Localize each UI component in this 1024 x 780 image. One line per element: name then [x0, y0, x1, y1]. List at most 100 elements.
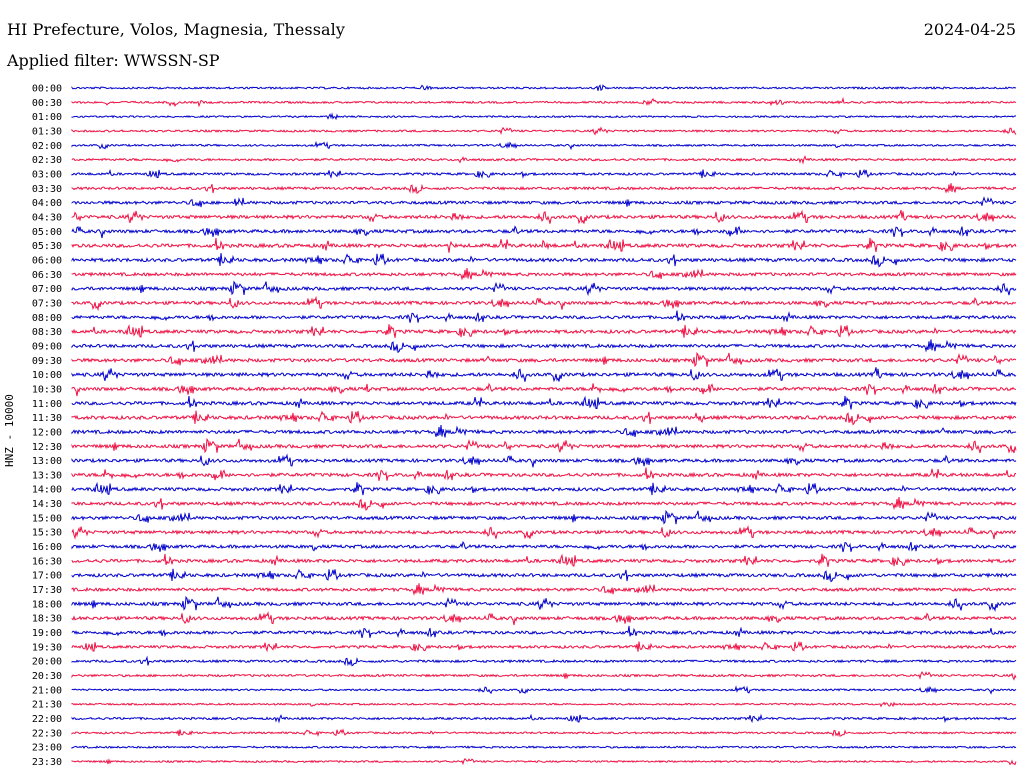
time-label-0630: 06:30	[32, 270, 62, 281]
trace-1930	[71, 640, 1017, 653]
trace-0830	[71, 324, 1017, 338]
time-label-1530: 15:30	[32, 528, 62, 539]
time-label-1930: 19:30	[32, 642, 62, 653]
time-labels: 00:00 00:30 01:00 01:30 02:00 02:30 03:00 03:30…	[32, 84, 62, 769]
time-label-1600: 16:00	[32, 542, 62, 553]
trace-0600	[71, 253, 1017, 268]
time-label-0530: 05:30	[32, 241, 62, 252]
trace-2100	[71, 685, 1017, 695]
trace-1730	[71, 583, 1017, 596]
time-label-0200: 02:00	[32, 141, 62, 152]
time-label-1700: 17:00	[32, 571, 62, 582]
time-label-2100: 21:00	[32, 685, 62, 696]
trace-0230	[71, 155, 1017, 165]
seismic-traces	[71, 84, 1017, 766]
time-label-2230: 22:30	[32, 728, 62, 739]
trace-0030	[71, 96, 1017, 108]
time-label-1730: 17:30	[32, 585, 62, 596]
time-label-1000: 10:00	[32, 370, 62, 381]
trace-1430	[71, 496, 1017, 511]
trace-0500	[71, 225, 1017, 239]
trace-0000	[71, 84, 1017, 91]
trace-2230	[71, 728, 1017, 737]
trace-1130	[71, 410, 1017, 426]
trace-1800	[71, 595, 1017, 613]
time-label-0400: 04:00	[32, 198, 62, 209]
trace-0730	[71, 295, 1017, 312]
trace-1500	[71, 509, 1017, 525]
trace-0200	[71, 140, 1017, 151]
time-label-1300: 13:00	[32, 456, 62, 467]
time-label-0800: 08:00	[32, 313, 62, 324]
time-label-0000: 00:00	[32, 84, 62, 95]
trace-2000	[71, 655, 1017, 667]
time-label-0330: 03:30	[32, 184, 62, 195]
trace-2030	[71, 670, 1017, 681]
trace-0700	[71, 280, 1017, 297]
trace-1000	[71, 367, 1017, 383]
time-label-1900: 19:00	[32, 628, 62, 639]
time-label-2130: 21:30	[32, 700, 62, 711]
time-label-1030: 10:30	[32, 384, 62, 395]
time-label-2030: 20:30	[32, 671, 62, 682]
trace-2130	[71, 701, 1017, 708]
trace-1100	[71, 395, 1017, 410]
trace-1030	[71, 382, 1017, 397]
time-label-0430: 04:30	[32, 212, 62, 223]
time-label-0930: 09:30	[32, 356, 62, 367]
trace-1330	[71, 467, 1016, 481]
time-label-1130: 11:30	[32, 413, 62, 424]
trace-1230	[71, 437, 1017, 454]
trace-1400	[71, 481, 1017, 496]
time-label-1200: 12:00	[32, 427, 62, 438]
trace-0130	[71, 126, 1017, 136]
trace-0300	[71, 168, 1017, 179]
time-label-0830: 08:30	[32, 327, 62, 338]
trace-0330	[71, 183, 1017, 195]
time-label-2300: 23:00	[32, 743, 62, 754]
time-label-2200: 22:00	[32, 714, 62, 725]
time-label-0030: 00:30	[32, 98, 62, 109]
time-label-1400: 14:00	[32, 485, 62, 496]
trace-0930	[71, 351, 1017, 368]
trace-2200	[71, 713, 1017, 724]
time-label-2000: 20:00	[32, 657, 62, 668]
filter-label: Applied filter: WWSSN-SP	[7, 51, 220, 70]
time-label-0100: 01:00	[32, 112, 62, 123]
time-label-0300: 03:00	[32, 169, 62, 180]
date-label: 2024-04-25	[923, 20, 1016, 39]
station-title: HI Prefecture, Volos, Magnesia, Thessaly	[7, 20, 346, 39]
time-label-1500: 15:00	[32, 513, 62, 524]
trace-0400	[71, 196, 1017, 208]
trace-1200	[71, 425, 1017, 438]
time-label-1230: 12:30	[32, 442, 62, 453]
trace-1830	[71, 610, 1017, 626]
trace-1600	[71, 540, 1017, 553]
time-label-0900: 09:00	[32, 341, 62, 352]
time-label-0700: 07:00	[32, 284, 62, 295]
time-label-1100: 11:00	[32, 399, 62, 410]
time-label-1630: 16:30	[32, 556, 62, 567]
time-label-2330: 23:30	[32, 757, 62, 768]
time-label-0600: 06:00	[32, 255, 62, 266]
trace-1530	[71, 524, 1017, 540]
time-label-1830: 18:30	[32, 614, 62, 625]
time-label-1800: 18:00	[32, 599, 62, 610]
trace-1700	[71, 568, 1017, 583]
trace-0430	[71, 209, 1017, 225]
time-label-0500: 05:00	[32, 227, 62, 238]
trace-0530	[71, 237, 1017, 253]
trace-1630	[71, 553, 1017, 567]
trace-2300	[71, 745, 1017, 750]
time-label-0230: 02:30	[32, 155, 62, 166]
time-label-0730: 07:30	[32, 298, 62, 309]
trace-0630	[71, 267, 1017, 281]
trace-0900	[71, 339, 1017, 354]
time-label-0130: 01:30	[32, 126, 62, 137]
time-label-1430: 14:30	[32, 499, 62, 510]
trace-1300	[71, 453, 1017, 468]
trace-0800	[71, 310, 1017, 323]
time-label-1330: 13:30	[32, 470, 62, 481]
trace-0100	[71, 112, 1017, 121]
